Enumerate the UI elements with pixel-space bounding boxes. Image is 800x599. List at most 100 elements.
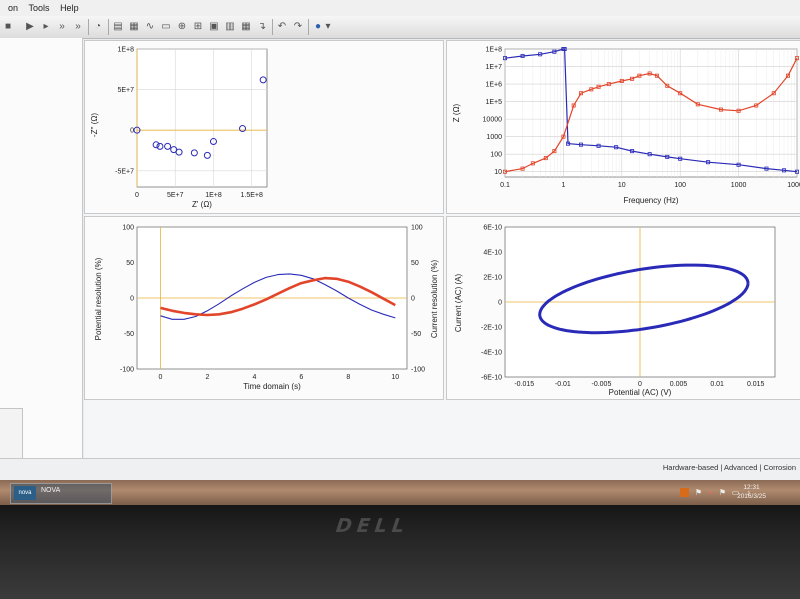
y-tick-label: 4E-10 [483,250,502,257]
play-icon[interactable]: ▶ [26,21,34,32]
toolbar: ■ ▶ ▸ » » ◔ ▤ ▦ ∿ ▭ ⊕ ⊞ ▣ ▥ ▦ ↴ ↶ ↷ ● ▾ [0,16,800,39]
data-point [589,87,594,92]
stop-icon[interactable]: ■ [4,21,12,32]
data-point [771,91,776,96]
y-tick-label: -50 [124,331,134,338]
plot-frame [136,48,268,188]
data-point [561,134,566,139]
data-point [794,169,799,174]
data-point [695,102,700,107]
data-point [156,142,164,150]
globe-icon[interactable]: ● [314,21,322,32]
table-icon[interactable]: ▦ [129,21,139,32]
nova-taskbar-button[interactable]: nova NOVA [10,483,112,504]
y-tick-label: 6E-10 [483,225,502,232]
monitor-bezel [0,505,800,599]
clock[interactable]: 12:31 2016/3/25 [737,483,766,501]
monitor-brand-logo: DELL [332,515,413,537]
data-point [520,166,525,171]
x-tick-label: 10 [391,374,399,381]
taskbar-app-label: NOVA [41,487,61,494]
data-point [578,142,583,147]
y-tick-label: 2E-10 [483,275,502,282]
data-point [647,152,652,157]
step-icon[interactable]: ▸ [43,21,49,32]
measure-icon[interactable]: ⊞ [193,21,203,32]
y-tick-label: 0 [130,296,134,303]
y-tick-label: 0 [130,128,134,135]
action-center-icon[interactable]: ⚑ [718,488,727,497]
plot-area: 0 5E+7 1E+8 1.5E+8 1E+8 5E+7 0 -5E+7 Z' (Ω) -Z'… [84,40,800,458]
menu-item-options[interactable]: on [8,3,19,13]
network-icon[interactable]: ▪ [709,488,712,497]
data-point [764,166,769,171]
x-tick-label: 10000 [787,182,800,189]
y-tick-label: 50 [126,260,134,267]
y2-axis-label: Current resolution (%) [430,260,439,339]
x-tick-label: 0.01 [710,381,724,388]
y2-tick-label: 0 [411,296,415,303]
data-point [164,142,172,150]
data-point [678,91,683,96]
bode-panel: 0.1 1 10 100 1000 10000 1E+8 1E+7 1E+6 1E+5 10000 1… [446,40,800,214]
data-icon[interactable]: ▥ [225,21,235,32]
layout-icon[interactable]: ▣ [209,21,219,32]
bode-plot[interactable]: 0.1 1 10 100 1000 10000 1E+8 1E+7 1E+6 1E+5 10000 1… [447,41,800,213]
data-point [654,73,659,78]
flag-icon[interactable]: ⚑ [694,488,703,497]
y-tick-label: 100 [122,225,134,232]
plot-frame [504,48,798,178]
status-text: Hardware-based | Advanced | Corrosion [662,463,796,472]
time-domain-plot[interactable]: 0 2 4 6 8 10 100 100 50 50 0 0 -50 -50 -100 -100 Time d… [85,217,443,399]
data-point [665,154,670,159]
menu-item-tools[interactable]: Tools [28,3,50,13]
chart-icon[interactable]: ▤ [113,21,123,32]
y2-tick-label: 100 [411,225,423,232]
data-point [209,138,217,146]
volume-icon[interactable]: ♪ [746,488,751,497]
zoom-icon[interactable]: ⊕ [177,21,187,32]
menu-item-help[interactable]: Help [60,3,79,13]
nyquist-panel: 0 5E+7 1E+8 1.5E+8 1E+8 5E+7 0 -5E+7 Z' (Ω) -Z'… [84,40,444,214]
x-tick-label: 0.005 [670,381,688,388]
x-axis-label: Potential (AC) (V) [609,388,672,397]
data-point [637,73,642,78]
chevron-down-icon[interactable]: ▾ [325,21,331,32]
y-axis-label: Potential resolution (%) [94,257,103,340]
fast-forward-icon[interactable]: » [59,21,65,32]
data-point [678,156,683,161]
y-tick-label: 5E+7 [117,87,134,94]
data-point [571,103,576,108]
data-point [614,145,619,150]
x-axis-label: Frequency (Hz) [623,196,678,205]
data-point [133,126,141,134]
x-tick-label: 100 [674,182,686,189]
export-icon[interactable]: ↴ [257,21,267,32]
data-point [665,83,670,88]
series-line [504,48,798,173]
data-point [503,56,508,61]
tray-app-icon[interactable] [680,488,689,497]
y-tick-label: -4E-10 [481,350,502,357]
data-point [754,103,759,108]
grid-icon[interactable]: ▦ [241,21,251,32]
monitor-icon[interactable]: ▭ [731,488,740,497]
lissajous-panel: -0.015 -0.01 -0.005 0 0.005 0.01 0.015 6E-10 4E-… [446,216,800,400]
nyquist-plot[interactable]: 0 5E+7 1E+8 1.5E+8 1E+8 5E+7 0 -5E+7 Z' (Ω) -Z'… [85,41,443,213]
y-tick-label: 1E+8 [485,47,502,54]
x-tick-label: 5E+7 [167,192,184,199]
data-point [719,107,724,112]
skip-icon[interactable]: » [75,21,81,32]
status-bar: Hardware-based | Advanced | Corrosion [0,458,800,481]
data-point [552,49,557,54]
y-tick-label: 1E+6 [485,82,502,89]
lissajous-plot[interactable]: -0.015 -0.01 -0.005 0 0.005 0.01 0.015 6E-10 4E-… [447,217,800,399]
y-tick-label: 0 [498,300,502,307]
data-point [175,148,183,156]
gauge-icon[interactable]: ◔ [94,21,102,32]
redo-icon[interactable]: ↷ [293,21,303,32]
sine-icon[interactable]: ∿ [145,21,155,32]
nova-window: on Tools Help ■ ▶ ▸ » » ◔ ▤ ▦ ∿ ▭ ⊕ ⊞ ▣ … [0,0,800,505]
select-icon[interactable]: ▭ [161,21,171,32]
undo-icon[interactable]: ↶ [277,21,287,32]
